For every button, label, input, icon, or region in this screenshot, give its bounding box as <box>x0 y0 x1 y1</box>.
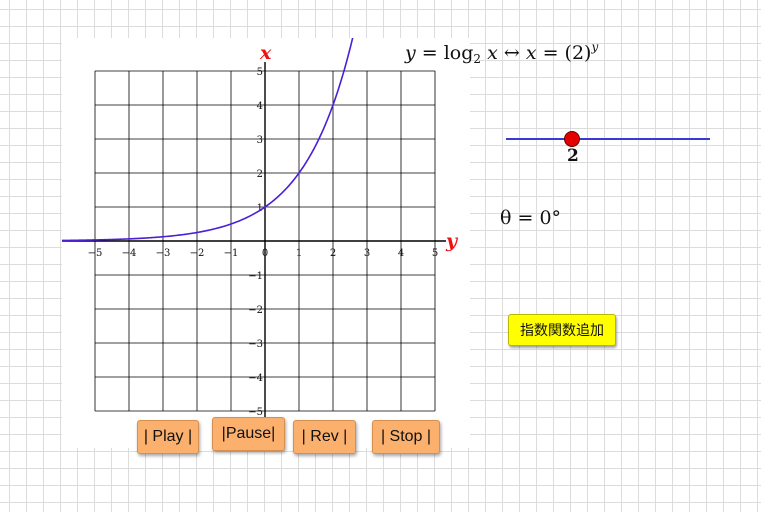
horizontal-axis-label: y <box>446 230 458 252</box>
y-tick-label: −5 <box>248 407 263 418</box>
play-button[interactable]: | Play | <box>137 420 199 454</box>
graph-panel: −5 −4 −3 −2 −1 0 1 2 3 4 5 5 4 3 2 1 −1 −2 −3 −4 −5 x y <box>62 38 470 448</box>
base-slider[interactable]: 2 <box>506 128 712 168</box>
slider-value: 2 <box>567 146 579 166</box>
vertical-axis-label: x <box>260 42 272 64</box>
rev-button[interactable]: | Rev | <box>293 420 356 454</box>
x-tick-label: −4 <box>122 248 137 259</box>
formula-rhs-eq: = (2) <box>536 42 592 64</box>
y-tick-label: −4 <box>248 373 263 384</box>
formula-arg: x <box>487 42 498 64</box>
x-tick-label: 4 <box>398 248 404 259</box>
x-tick-label: 1 <box>296 248 302 259</box>
stop-button[interactable]: | Stop | <box>372 420 440 454</box>
y-tick-label: −2 <box>248 305 263 316</box>
slider-track[interactable] <box>506 138 710 140</box>
exponential-curve <box>62 38 354 242</box>
graph-canvas: −5 −4 −3 −2 −1 0 1 2 3 4 5 5 4 3 2 1 −1 −2 −3 −4 −5 <box>62 38 446 421</box>
y-tick-label: 3 <box>257 135 263 146</box>
formula-base: 2 <box>473 52 482 66</box>
formula-text: y = log2 x ↔ x = (2)y <box>405 40 598 66</box>
y-tick-label: 5 <box>257 67 263 78</box>
tick-labels: −5 −4 −3 −2 −1 0 1 2 3 4 5 5 4 3 2 1 −1 −2 −3 −4 −5 <box>88 67 439 418</box>
x-tick-label: 0 <box>262 248 268 259</box>
slider-knob[interactable] <box>564 131 580 147</box>
theta-label: θ = 0° <box>500 207 562 229</box>
add-exponential-function-button[interactable]: 指数関数追加 <box>508 314 616 346</box>
x-tick-label: −2 <box>190 248 205 259</box>
x-tick-label: −3 <box>156 248 171 259</box>
x-tick-label: −1 <box>224 248 239 259</box>
formula-log: log <box>443 42 474 64</box>
y-tick-label: 2 <box>257 169 263 180</box>
formula-lhs: y <box>405 42 416 64</box>
formula-rhs-var: x <box>525 42 537 64</box>
x-tick-label: 5 <box>432 248 438 259</box>
formula-equals: = <box>415 42 444 64</box>
y-tick-label: −3 <box>248 339 263 350</box>
formula-arrow: ↔ <box>497 42 526 64</box>
formula-exponent: y <box>591 40 599 54</box>
y-tick-label: 4 <box>257 101 263 112</box>
pause-button[interactable]: |Pause| <box>212 417 285 451</box>
x-tick-label: 2 <box>330 248 336 259</box>
y-tick-label: −1 <box>248 271 263 282</box>
axes <box>62 62 446 421</box>
x-tick-label: −5 <box>88 248 103 259</box>
x-tick-label: 3 <box>364 248 370 259</box>
y-tick-label: 1 <box>257 203 263 214</box>
